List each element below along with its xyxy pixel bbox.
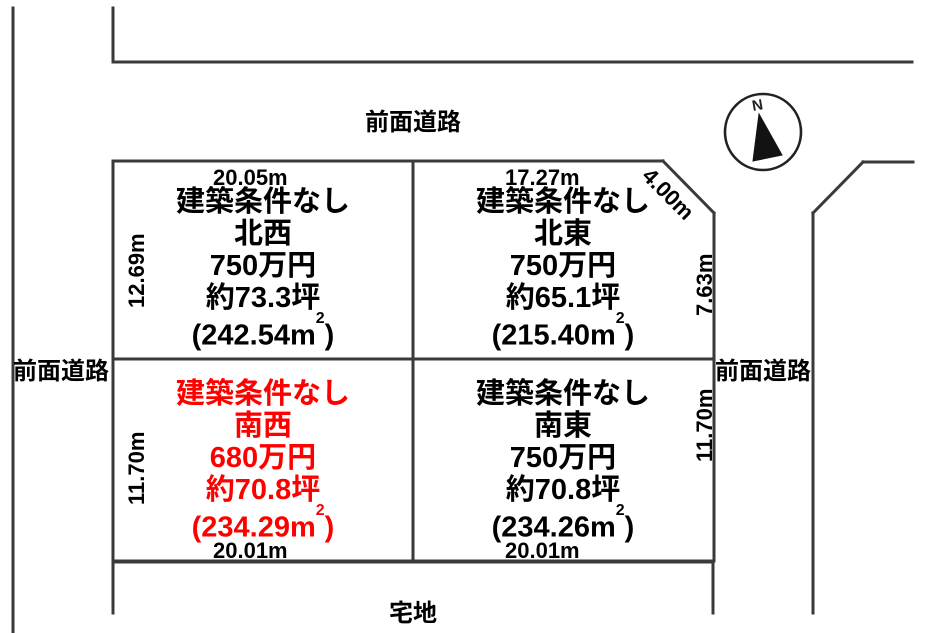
svg-text:N: N — [751, 96, 765, 115]
